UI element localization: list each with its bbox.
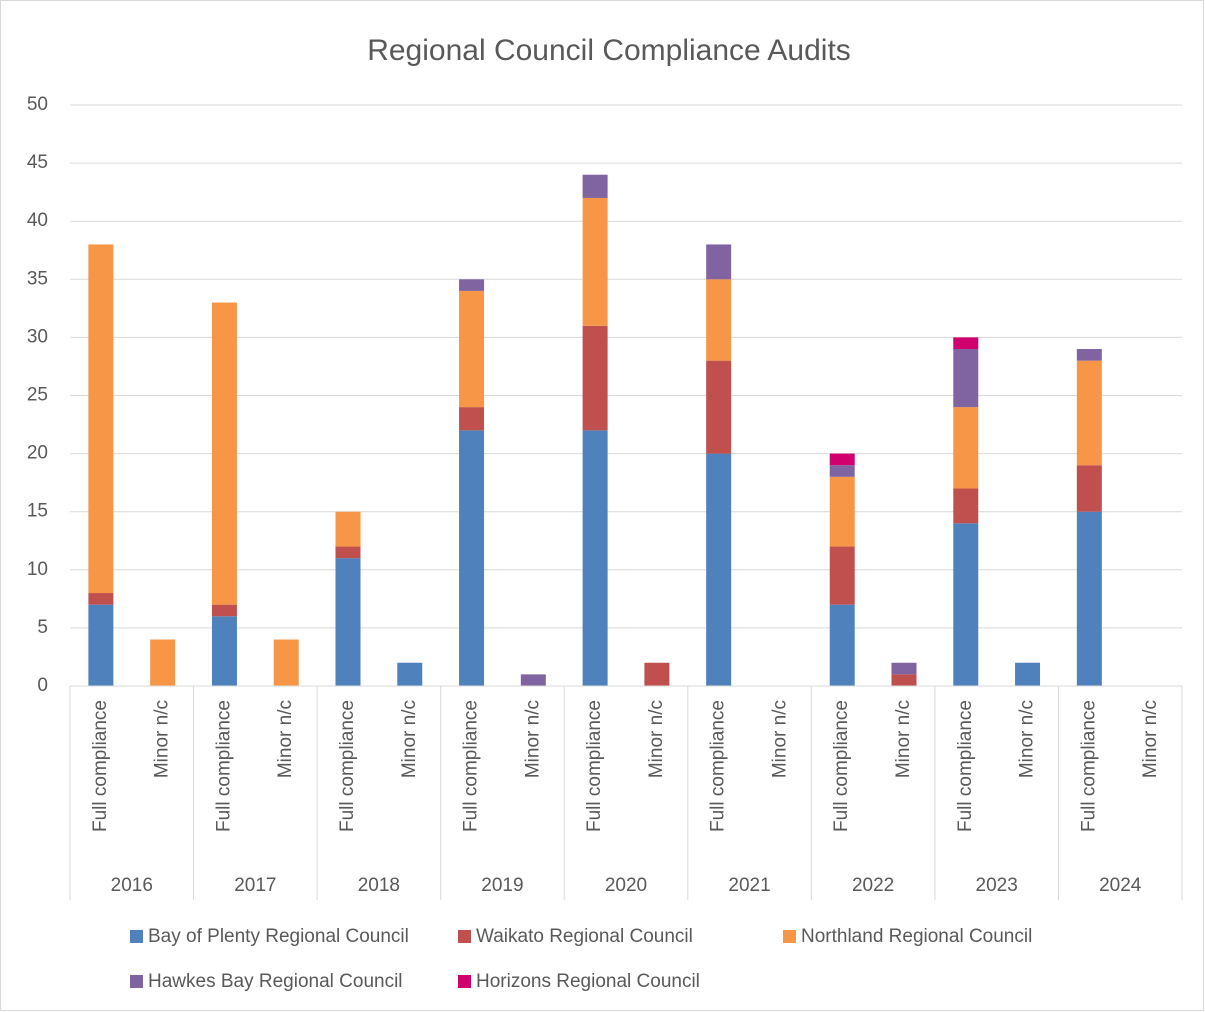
legend-swatch [130,930,143,943]
group-label: 2018 [358,875,400,896]
legend-label: Hawkes Bay Regional Council [148,971,403,992]
bar-segment [829,476,855,547]
x-tick-label: Full compliance [213,700,234,832]
bar-segment [88,244,114,594]
bar-segment [1076,465,1102,512]
legend-label: Waikato Regional Council [476,926,693,947]
bar-segment [211,616,237,686]
group-label: 2023 [976,875,1018,896]
bar-segment [211,604,237,617]
y-tick-label: 5 [37,617,48,638]
bar-segment [953,407,979,489]
group-label: 2021 [728,875,770,896]
legend-swatch [783,930,796,943]
bar-segment [459,430,485,686]
x-tick-label: Full compliance [584,700,605,832]
bar-segment [335,546,361,559]
y-tick-label: 35 [27,268,48,289]
x-tick-label: Full compliance [1078,700,1099,832]
legend-swatch [130,975,143,988]
x-tick-label: Minor n/c [275,700,296,778]
group-label: 2022 [852,875,894,896]
y-tick-label: 40 [27,210,48,231]
bar-segment [829,465,855,477]
x-tick-label: Minor n/c [769,700,790,778]
bar-segment [582,197,608,326]
bar-segment [953,488,979,524]
bar-segment [1076,511,1102,686]
y-tick-label: 0 [37,675,48,696]
bar-segment [335,511,361,547]
group-label: 2019 [481,875,523,896]
bar-segment [582,174,608,198]
bar-segment [706,244,732,280]
x-tick-label: Full compliance [955,700,976,832]
x-tick-label: Minor n/c [893,700,914,778]
y-tick-label: 50 [27,94,48,115]
x-tick-label: Minor n/c [1017,700,1038,778]
group-label: 2020 [605,875,647,896]
x-tick-label: Minor n/c [1140,700,1161,778]
bar-segment [829,546,855,605]
bar-segment [1076,360,1102,466]
y-tick-label: 30 [27,326,48,347]
bar-segment [829,604,855,686]
x-tick-label: Full compliance [461,700,482,832]
bar-segment [953,523,979,686]
bar-segment [706,279,732,361]
bar-segment [582,430,608,686]
bar-segment [953,349,979,408]
x-tick-label: Full compliance [831,700,852,832]
bar-segment [459,290,485,408]
x-tick-label: Full compliance [90,700,111,832]
bar-segment [953,337,979,350]
bar-segment [520,674,546,686]
legend-swatch [458,975,471,988]
bar-segment [706,453,732,686]
y-tick-label: 20 [27,443,48,464]
x-tick-label: Full compliance [708,700,729,832]
bar-segment [1015,662,1041,686]
bar-segment [211,302,237,605]
group-label: 2016 [111,875,153,896]
bar-segment [88,604,114,686]
group-label: 2017 [234,875,276,896]
y-tick-label: 10 [27,559,48,580]
bar-segment [150,639,176,686]
bar-segment [459,407,485,431]
group-label: 2024 [1099,875,1142,896]
bar-segment [582,325,608,431]
bar-segment [88,593,114,605]
x-tick-label: Minor n/c [522,700,543,778]
bar-segment [459,279,485,291]
legend-label: Northland Regional Council [801,926,1032,947]
x-tick-label: Minor n/c [152,700,173,778]
legend-label: Horizons Regional Council [476,971,700,992]
bar-segment [1076,349,1102,361]
bar-segment [335,558,361,686]
y-tick-label: 25 [27,385,48,406]
bar-segment [397,662,423,686]
x-tick-label: Minor n/c [646,700,667,778]
x-tick-label: Minor n/c [399,700,420,778]
bar-segment [644,662,670,686]
y-tick-label: 45 [27,152,48,173]
y-tick-label: 15 [27,501,48,522]
chart-title: Regional Council Compliance Audits [367,34,851,67]
bar-segment [891,674,917,686]
bar-segment [891,662,917,675]
x-tick-label: Full compliance [337,700,358,832]
bar-segment [829,453,855,466]
legend-label: Bay of Plenty Regional Council [148,926,409,947]
bar-segment [706,360,732,454]
legend-swatch [458,930,471,943]
bar-segment [273,639,299,686]
